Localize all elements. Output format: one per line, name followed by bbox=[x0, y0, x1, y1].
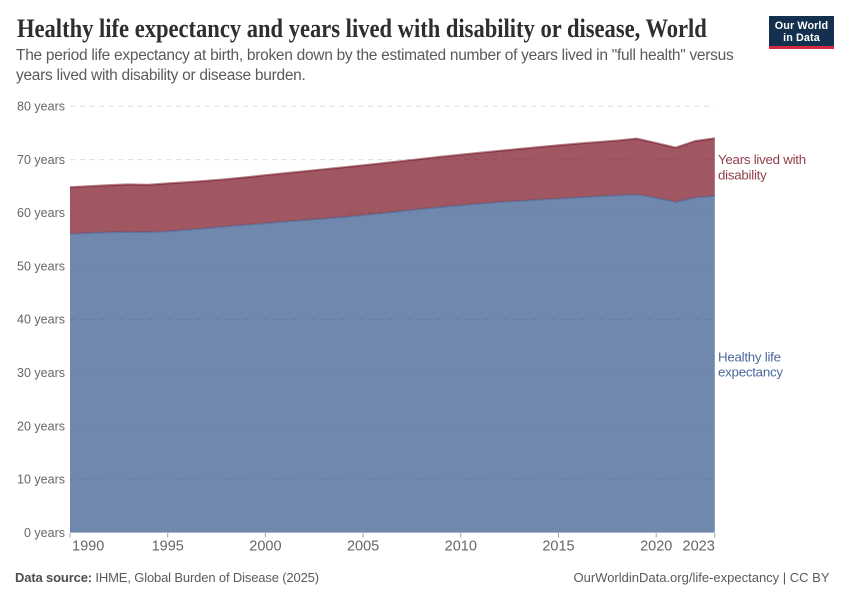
svg-text:Years lived with: Years lived with bbox=[718, 152, 806, 167]
svg-text:10 years: 10 years bbox=[17, 473, 65, 487]
svg-text:20 years: 20 years bbox=[17, 419, 65, 433]
svg-text:80 years: 80 years bbox=[17, 100, 65, 114]
svg-text:2000: 2000 bbox=[249, 539, 281, 555]
svg-text:1990: 1990 bbox=[72, 539, 104, 555]
svg-text:40 years: 40 years bbox=[17, 313, 65, 327]
svg-text:2023: 2023 bbox=[683, 539, 715, 555]
svg-text:1995: 1995 bbox=[152, 539, 184, 555]
svg-text:Healthy life: Healthy life bbox=[718, 350, 781, 365]
svg-text:expectancy: expectancy bbox=[718, 365, 783, 380]
svg-text:30 years: 30 years bbox=[17, 366, 65, 380]
svg-text:2015: 2015 bbox=[542, 539, 574, 555]
svg-text:50 years: 50 years bbox=[17, 259, 65, 273]
svg-text:disability: disability bbox=[718, 167, 767, 182]
svg-text:70 years: 70 years bbox=[17, 153, 65, 167]
svg-text:60 years: 60 years bbox=[17, 206, 65, 220]
svg-text:2010: 2010 bbox=[445, 539, 477, 555]
svg-text:2020: 2020 bbox=[640, 539, 672, 555]
svg-text:2005: 2005 bbox=[347, 539, 379, 555]
svg-text:0 years: 0 years bbox=[24, 526, 65, 540]
